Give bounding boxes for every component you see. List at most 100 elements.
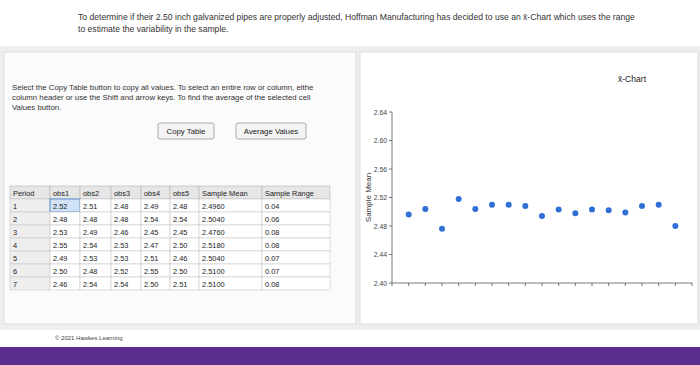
cell-text[interactable]: 2 (13, 215, 17, 224)
cell-text[interactable]: 2.48 (173, 202, 187, 211)
button-label[interactable]: Average Values (244, 127, 298, 136)
table-cell[interactable] (10, 264, 50, 277)
cell-text[interactable]: 2.47 (144, 241, 158, 250)
cell-text[interactable]: 2.4960 (202, 202, 225, 211)
table-cell[interactable] (10, 251, 50, 264)
cell-text[interactable]: 2.53 (114, 254, 128, 263)
cell-text[interactable]: 2.54 (114, 280, 128, 289)
table-cell[interactable] (50, 225, 80, 238)
table-cell[interactable] (141, 225, 170, 238)
column-header[interactable]: obs2 (83, 189, 99, 198)
column-header[interactable]: Sample Mean (202, 189, 248, 198)
cell-text[interactable]: 2.51 (173, 280, 187, 289)
button-frame[interactable] (236, 123, 306, 139)
cell-text[interactable]: 2.5040 (202, 254, 225, 263)
cell-text[interactable]: 2.52 (53, 202, 67, 211)
table-cell[interactable] (170, 225, 199, 238)
cell-text[interactable]: 0.06 (265, 215, 279, 224)
cell-text[interactable]: 0.07 (265, 254, 279, 263)
table-cell[interactable] (80, 238, 111, 251)
cell-text[interactable]: 2.46 (114, 228, 128, 237)
button[interactable]: Average Values (236, 123, 306, 139)
table-cell[interactable] (10, 199, 50, 212)
table-cell[interactable] (80, 264, 111, 277)
table-cell[interactable] (141, 251, 170, 264)
table-cell[interactable] (80, 225, 111, 238)
table-cell[interactable] (170, 251, 199, 264)
cell-text[interactable]: 4 (13, 241, 17, 250)
cell-text[interactable]: 2.50 (173, 241, 187, 250)
table-cell[interactable] (10, 212, 50, 225)
cell-text[interactable]: 2.5100 (202, 267, 225, 276)
cell-text[interactable]: 2.50 (53, 267, 67, 276)
table-cell[interactable] (80, 251, 111, 264)
cell-text[interactable]: 6 (13, 267, 17, 276)
table-cell[interactable] (10, 277, 50, 290)
table-cell[interactable] (111, 225, 141, 238)
cell-text[interactable]: 2.50 (173, 267, 187, 276)
table-cell[interactable] (141, 238, 170, 251)
table-cell[interactable] (170, 212, 199, 225)
table-cell[interactable] (10, 225, 50, 238)
column-header[interactable]: obs4 (144, 189, 160, 198)
table-cell[interactable] (199, 264, 262, 277)
cell-text[interactable]: 2.46 (173, 254, 187, 263)
table-cell[interactable] (262, 225, 330, 238)
table-cell[interactable] (170, 199, 199, 212)
table-cell[interactable] (199, 225, 262, 238)
table-cell[interactable] (262, 212, 330, 225)
cell-text[interactable]: 2.48 (83, 215, 97, 224)
table-cell[interactable] (141, 212, 170, 225)
table-cell[interactable] (199, 251, 262, 264)
table-cell[interactable] (50, 212, 80, 225)
cell-text[interactable]: 0.08 (265, 228, 279, 237)
table-cell[interactable] (141, 277, 170, 290)
table-cell[interactable] (262, 264, 330, 277)
column-header[interactable]: obs5 (173, 189, 189, 198)
cell-text[interactable]: 1 (13, 202, 17, 211)
table-cell[interactable] (262, 199, 330, 212)
cell-text[interactable]: 2.54 (83, 280, 97, 289)
table-cell[interactable] (80, 277, 111, 290)
table-cell[interactable] (50, 277, 80, 290)
table-cell[interactable] (80, 199, 111, 212)
cell-text[interactable]: 2.46 (53, 280, 67, 289)
cell-text[interactable]: 0.08 (265, 280, 279, 289)
button-frame[interactable] (158, 123, 214, 139)
table-cell[interactable] (141, 264, 170, 277)
cell-text[interactable]: 2.48 (83, 267, 97, 276)
cell-text[interactable]: 2.48 (114, 202, 128, 211)
cell-text[interactable]: 2.4760 (202, 228, 225, 237)
cell-text[interactable]: 2.51 (144, 254, 158, 263)
table-cell[interactable] (199, 199, 262, 212)
cell-text[interactable]: 2.48 (114, 215, 128, 224)
table-cell[interactable] (111, 277, 141, 290)
cell-text[interactable]: 2.55 (53, 241, 67, 250)
column-header[interactable]: obs3 (114, 189, 130, 198)
table-cell[interactable] (111, 251, 141, 264)
cell-text[interactable]: 0.08 (265, 241, 279, 250)
column-header[interactable]: obs1 (53, 189, 69, 198)
cell-text[interactable]: 2.50 (144, 280, 158, 289)
table-cell[interactable] (50, 199, 80, 212)
table-cell[interactable] (199, 212, 262, 225)
table-cell[interactable] (111, 212, 141, 225)
table-cell[interactable] (141, 199, 170, 212)
cell-text[interactable]: 0.07 (265, 267, 279, 276)
cell-text[interactable]: 2.5040 (202, 215, 225, 224)
table-cell[interactable] (111, 199, 141, 212)
cell-text[interactable]: 2.55 (144, 267, 158, 276)
button[interactable]: Copy Table (158, 123, 214, 139)
column-header[interactable]: Sample Range (265, 189, 314, 198)
cell-text[interactable]: 2.52 (114, 267, 128, 276)
table-cell[interactable] (50, 251, 80, 264)
cell-text[interactable]: 7 (13, 280, 17, 289)
cell-text[interactable]: 2.54 (144, 215, 158, 224)
cell-text[interactable]: 2.5180 (202, 241, 225, 250)
cell-text[interactable]: 2.53 (114, 241, 128, 250)
cell-text[interactable]: 2.51 (83, 202, 97, 211)
cell-text[interactable]: 2.5100 (202, 280, 225, 289)
table-cell[interactable] (199, 238, 262, 251)
table-cell[interactable] (80, 212, 111, 225)
cell-text[interactable]: 2.48 (53, 215, 67, 224)
